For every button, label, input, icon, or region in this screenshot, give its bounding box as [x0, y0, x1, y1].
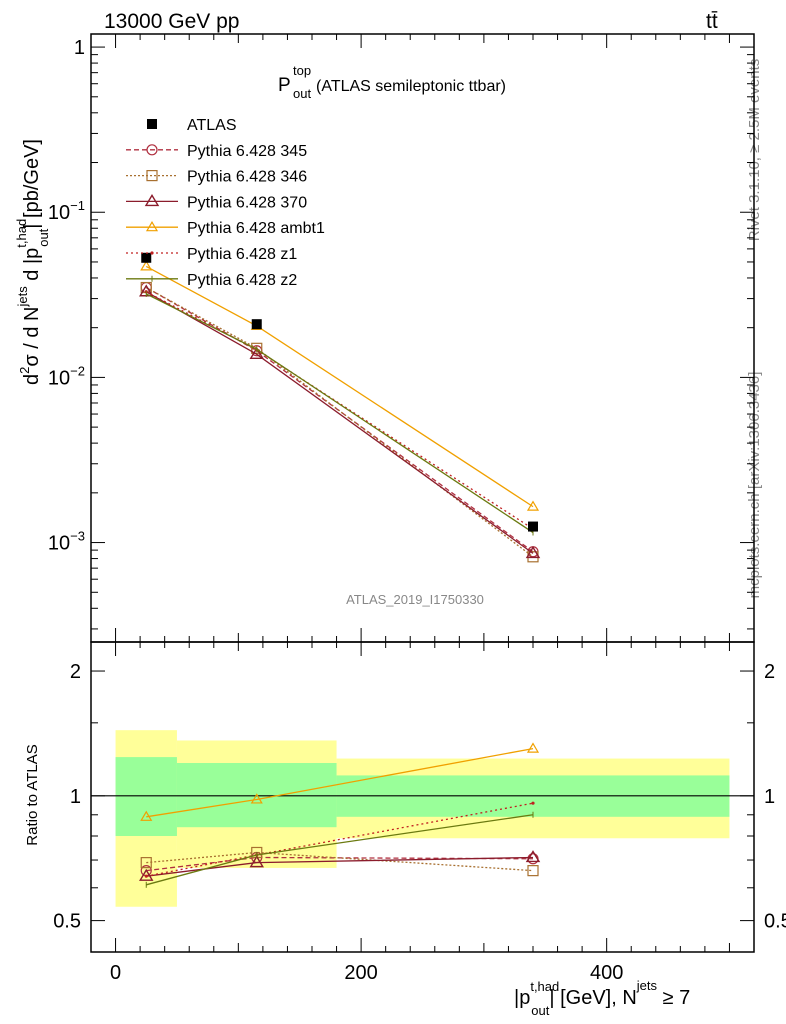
- data-point-2: [528, 521, 538, 532]
- legend: ATLAS Pythia 6.428 345 Pythia 6.428 346 Pyt…: [126, 117, 325, 289]
- ratio-frame: [90, 641, 755, 953]
- x-axis-label: |pt,had out| [GeV], Njets ≥ 7: [514, 978, 690, 1018]
- main-y-tick-label: 10−2: [48, 363, 85, 389]
- main-series-line-3: [145, 265, 534, 508]
- ratio-y-tick-label-right: 2: [764, 661, 775, 683]
- data-point-1: [251, 319, 262, 330]
- main-series-point-2-2: [525, 546, 541, 559]
- main-series-line-1: [145, 286, 534, 558]
- ratio-series-point-2-2: [525, 850, 541, 863]
- main-series-line-0: [145, 286, 534, 553]
- main-title: P top out (ATLAS semileptonic ttbar): [278, 63, 506, 101]
- ratio-series-line-2: [146, 856, 534, 877]
- legend-label-1: Pythia 6.428 346: [187, 169, 307, 186]
- legend-marker-atlas: [147, 119, 157, 129]
- svg-text:P: P: [278, 75, 291, 96]
- legend-label-5: Pythia 6.428 z2: [187, 272, 297, 289]
- ratio-panel: 0 200 400 0.5 0.5 1 1 2 2: [53, 641, 786, 984]
- legend-label-4: Pythia 6.428 z1: [187, 246, 297, 263]
- x-tick-label: 400: [590, 962, 623, 984]
- ratio-series-point-1-2: [527, 865, 539, 877]
- ratio-y-tick-label-right: 1: [764, 786, 775, 808]
- legend-marker-4: [150, 251, 154, 255]
- ratio-series-point-4-0: [144, 874, 148, 878]
- legend-label-atlas: ATLAS: [187, 117, 237, 134]
- legend-label-0: Pythia 6.428 345: [187, 143, 307, 160]
- legend-label-2: Pythia 6.428 370: [187, 194, 307, 211]
- svg-text:out: out: [293, 86, 311, 101]
- legend-marker-2: [144, 194, 160, 207]
- main-y-tick-label: 1: [74, 37, 85, 59]
- ratio-y-tick-label-left: 1: [70, 786, 81, 808]
- legend-marker-0: [146, 144, 158, 156]
- main-series-point-3-2: [526, 500, 540, 511]
- svg-text:top: top: [293, 63, 311, 78]
- main-series-point-2-1: [249, 346, 264, 359]
- main-series-point-1-1: [251, 342, 263, 354]
- ratio-ylabel: Ratio to ATLAS: [24, 744, 41, 845]
- data-point-0: [141, 252, 152, 263]
- ratio-series-line-1: [146, 851, 534, 872]
- analysis-watermark: ATLAS_2019_I1750330: [346, 592, 484, 607]
- ratio-series-point-2-1: [249, 855, 264, 868]
- main-series-point-3-0: [140, 260, 153, 271]
- ratio-series-line-3: [146, 747, 534, 818]
- ratio-series-point-3-2: [526, 742, 540, 753]
- ratio-series-point-3-0: [140, 810, 153, 821]
- main-ylabel: d2σ / d Njets d |pt,had out| [pb/GeV]: [14, 139, 51, 385]
- main-series-line-4: [145, 291, 534, 530]
- ratio-y-tick-label-left: 2: [70, 661, 81, 683]
- x-tick-label: 200: [344, 962, 377, 984]
- ratio-series-point-1-0: [140, 857, 152, 869]
- legend-marker-3: [145, 221, 159, 232]
- uncertainty-band-inner: [115, 757, 177, 836]
- main-panel: 1 10−1 10−2 10−3: [48, 33, 755, 643]
- ratio-series-point-3-1: [250, 793, 263, 804]
- ratio-y-tick-label-right: 0.5: [764, 911, 786, 933]
- x-tick-label: 0: [110, 962, 121, 984]
- ratio-series-point-2-0: [139, 868, 154, 881]
- main-y-tick-label: 10−3: [48, 529, 85, 555]
- legend-marker-1: [146, 170, 158, 182]
- process-label: tt̄: [706, 10, 718, 33]
- main-y-tick-label: 10−1: [48, 198, 85, 224]
- energy-label: 13000 GeV pp: [104, 10, 239, 33]
- svg-text:(ATLAS semileptonic ttbar): (ATLAS semileptonic ttbar): [316, 78, 506, 95]
- main-series-line-2: [145, 291, 534, 554]
- ratio-y-tick-label-left: 0.5: [53, 911, 81, 933]
- ratio-series-point-4-2: [531, 801, 535, 805]
- legend-label-3: Pythia 6.428 ambt1: [187, 220, 325, 237]
